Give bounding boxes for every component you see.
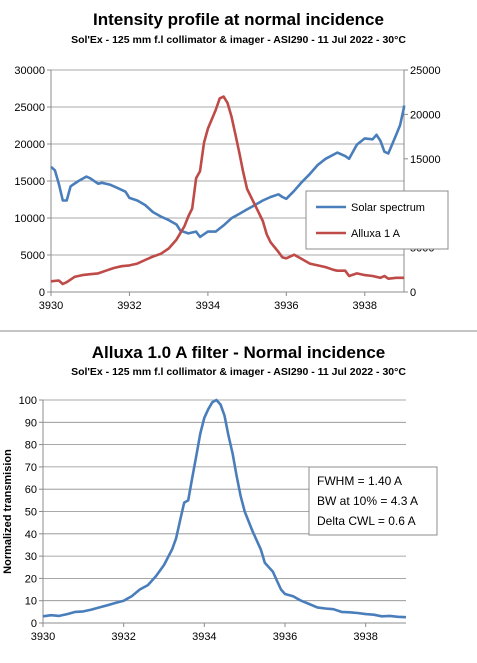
chart1: 0500010000150002000025000300000500010000… (14, 65, 449, 312)
chart2-x-tick-label: 3932 (111, 631, 135, 643)
chart2-x-tick-label: 3930 (31, 631, 55, 643)
chart2-y-tick-label: 20 (25, 573, 37, 585)
chart2-y-tick-label: 0 (31, 618, 37, 630)
chart1-y-tick-label: 20000 (14, 139, 45, 151)
chart2-y-axis-label: Normalized transmision (2, 449, 14, 574)
chart1-y-tick-label: 30000 (14, 65, 45, 77)
chart1-series-line-solar-spectrum (50, 105, 406, 239)
chart1-y-tick-label: 10000 (14, 213, 45, 225)
chart2-y-tick-label: 10 (25, 596, 37, 608)
chart2-subtitle: Sol'Ex - 125 mm f.l collimator & imager … (71, 366, 406, 378)
chart1-subtitle: Sol'Ex - 125 mm f.l collimator & imager … (71, 34, 406, 46)
chart1-y-tick-label: 0 (39, 287, 45, 299)
chart1-x-tick-label: 3930 (39, 300, 63, 312)
chart2-x-tick-label: 3936 (273, 631, 297, 643)
chart2-y-tick-label: 90 (25, 417, 37, 429)
chart2-y-tick-label: 100 (19, 395, 37, 407)
chart2-x-tick-label: 3938 (353, 631, 377, 643)
chart1-x-tick-label: 3934 (196, 300, 220, 312)
chart2-annotation-line: Delta CWL = 0.6 A (317, 514, 416, 528)
chart1-x-tick-label: 3932 (117, 300, 141, 312)
chart1-legend-label: Alluxa 1 A (351, 228, 401, 240)
chart2-annotation-box (308, 466, 438, 536)
chart1-y2-tick-label: 25000 (410, 65, 441, 77)
chart1-series-line-alluxa (50, 95, 404, 286)
chart1-y2-tick-label: 0 (410, 287, 416, 299)
chart1-legend-box (305, 190, 449, 250)
chart1-y2-tick-label: 20000 (410, 109, 441, 121)
chart2-y-tick-label: 40 (25, 529, 37, 541)
chart2-y-tick-label: 60 (25, 484, 37, 496)
chart2-y-tick-label: 80 (25, 440, 37, 452)
chart1-x-tick-label: 3938 (353, 300, 377, 312)
chart1-x-tick-label: 3936 (274, 300, 298, 312)
chart2-y-tick-label: 70 (25, 462, 37, 474)
chart2-annotation-line: BW at 10% = 4.3 A (317, 494, 418, 508)
chart1-title: Intensity profile at normal incidence (93, 10, 384, 29)
chart1-y-tick-label: 25000 (14, 102, 45, 114)
chart1-y-tick-label: 15000 (14, 176, 45, 188)
chart1-y-tick-label: 5000 (21, 250, 45, 262)
chart2-y-tick-label: 30 (25, 551, 37, 563)
chart2-series-line (42, 398, 407, 619)
chart2-annotation-line: FWHM = 1.40 A (317, 474, 402, 488)
chart1-y2-tick-label: 15000 (410, 154, 441, 166)
chart2: 0 10 20 30 40 50 60 70 80 90 100 3930 3932 3934 3936 39… (2, 395, 438, 643)
chart2-y-tick-label: 50 (25, 507, 37, 519)
chart2-title: Alluxa 1.0 A filter - Normal incidence (91, 343, 386, 362)
chart2-x-tick-label: 3934 (192, 631, 216, 643)
chart1-legend-label: Solar spectrum (351, 202, 425, 214)
